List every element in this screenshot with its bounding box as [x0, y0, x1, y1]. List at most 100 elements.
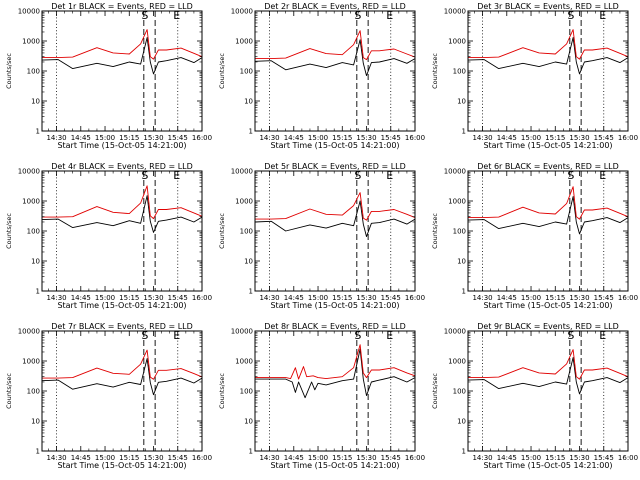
panel-title: Det 7r BLACK = Events, RED = LLD — [51, 322, 193, 331]
panel-title: Det 4r BLACK = Events, RED = LLD — [51, 162, 193, 171]
series-red-line — [468, 29, 629, 60]
panel-det-4: 1 10 100 1000 10000 14:30 14:45 15:00 15:15 15:30… — [5, 162, 212, 310]
x-tick-label: 14:30 — [472, 134, 492, 142]
x-tick-label: 14:45 — [71, 134, 91, 142]
x-tick-label: 15:45 — [168, 454, 188, 462]
y-tick-label: 1 — [462, 288, 466, 296]
panel-det-1: 1 10 100 1000 10000 14:30 14:45 15:00 15:15 15:30… — [5, 2, 212, 150]
x-tick-label: 14:30 — [46, 454, 66, 462]
y-tick-label: 1000 — [22, 198, 40, 206]
y-axis-label: Counts/sec — [5, 373, 13, 409]
marker-label-e: E — [599, 9, 606, 22]
y-tick-label: 1 — [36, 288, 40, 296]
marker-label-s: S — [354, 9, 361, 22]
x-tick-label: 16:00 — [618, 294, 638, 302]
series-black-line — [41, 37, 203, 75]
y-axis-label: Counts/sec — [431, 373, 439, 409]
x-tick-label: 15:30 — [143, 134, 163, 142]
series-black-line — [254, 39, 416, 77]
x-tick-label: 14:45 — [284, 134, 304, 142]
y-tick-label: 1000 — [448, 358, 466, 366]
x-tick-label: 15:45 — [594, 294, 614, 302]
y-tick-label: 10000 — [231, 168, 253, 176]
y-tick-label: 1000 — [22, 38, 40, 46]
marker-label-e: E — [386, 329, 393, 342]
x-tick-label: 15:00 — [95, 454, 115, 462]
marker-label-e: E — [599, 169, 606, 182]
x-axis-label: Start Time (15-Oct-05 14:21:00) — [483, 461, 612, 470]
x-tick-label: 14:45 — [497, 134, 517, 142]
x-tick-label: 16:00 — [405, 294, 425, 302]
x-tick-label: 15:30 — [356, 134, 376, 142]
x-tick-label: 15:45 — [594, 134, 614, 142]
y-tick-label: 1000 — [448, 38, 466, 46]
x-tick-label: 16:00 — [192, 454, 212, 462]
y-tick-label: 1 — [249, 448, 253, 456]
marker-label-s: S — [354, 329, 361, 342]
y-tick-label: 100 — [27, 388, 40, 396]
x-tick-label: 15:00 — [95, 294, 115, 302]
marker-label-e: E — [599, 329, 606, 342]
x-tick-label: 15:00 — [521, 134, 541, 142]
panel-det-8: 1 10 100 1000 10000 14:30 14:45 15:00 15:15 15:30… — [218, 322, 425, 470]
panel-title: Det 2r BLACK = Events, RED = LLD — [264, 2, 406, 11]
series-red-line — [42, 29, 203, 60]
x-tick-label: 14:30 — [259, 134, 279, 142]
y-tick-label: 1000 — [235, 38, 253, 46]
x-tick-label: 16:00 — [192, 294, 212, 302]
x-tick-label: 14:30 — [46, 134, 66, 142]
x-tick-label: 15:15 — [332, 134, 352, 142]
y-tick-label: 100 — [27, 228, 40, 236]
series-black-line — [41, 195, 203, 233]
y-axis-label: Counts/sec — [5, 53, 13, 89]
y-tick-label: 10000 — [444, 168, 466, 176]
x-tick-label: 15:00 — [95, 134, 115, 142]
y-tick-label: 100 — [240, 228, 253, 236]
series-red-line — [42, 185, 203, 220]
y-tick-label: 10 — [31, 418, 40, 426]
x-tick-label: 15:15 — [332, 454, 352, 462]
series-black-line — [467, 357, 629, 395]
series-black-line — [41, 358, 203, 396]
x-tick-label: 15:15 — [119, 134, 139, 142]
x-axis-label: Start Time (15-Oct-05 14:21:00) — [57, 301, 186, 310]
y-tick-label: 100 — [453, 388, 466, 396]
x-tick-label: 14:30 — [259, 294, 279, 302]
marker-label-s: S — [141, 329, 148, 342]
y-tick-label: 10000 — [18, 168, 40, 176]
x-axis-label: Start Time (15-Oct-05 14:21:00) — [483, 301, 612, 310]
y-tick-label: 10 — [457, 98, 466, 106]
series-red-line — [468, 349, 629, 380]
x-tick-label: 15:00 — [521, 294, 541, 302]
series-black-line — [255, 348, 416, 399]
marker-label-s: S — [141, 9, 148, 22]
panel-det-6: 1 10 100 1000 10000 14:30 14:45 15:00 15:15 15:30… — [431, 162, 638, 310]
x-tick-label: 15:45 — [594, 454, 614, 462]
x-tick-label: 14:45 — [71, 454, 91, 462]
series-red-line — [42, 349, 203, 380]
y-tick-label: 10 — [457, 418, 466, 426]
x-axis-label: Start Time (15-Oct-05 14:21:00) — [270, 141, 399, 150]
x-tick-label: 15:00 — [308, 294, 328, 302]
x-tick-label: 14:30 — [46, 294, 66, 302]
x-tick-label: 15:30 — [569, 134, 589, 142]
x-tick-label: 15:45 — [381, 294, 401, 302]
x-tick-label: 16:00 — [192, 134, 212, 142]
y-tick-label: 100 — [453, 228, 466, 236]
y-tick-label: 10 — [244, 258, 253, 266]
x-tick-label: 15:45 — [381, 454, 401, 462]
x-axis-label: Start Time (15-Oct-05 14:21:00) — [270, 461, 399, 470]
x-tick-label: 15:15 — [545, 454, 565, 462]
panel-det-9: 1 10 100 1000 10000 14:30 14:45 15:00 15:15 15:30… — [431, 322, 638, 470]
x-tick-label: 14:45 — [284, 294, 304, 302]
panel-det-2: 1 10 100 1000 10000 14:30 14:45 15:00 15:15 15:30… — [218, 2, 425, 150]
x-tick-label: 14:45 — [71, 294, 91, 302]
y-tick-label: 1 — [249, 288, 253, 296]
y-tick-label: 1 — [249, 128, 253, 136]
x-axis-label: Start Time (15-Oct-05 14:21:00) — [57, 141, 186, 150]
y-tick-label: 100 — [240, 68, 253, 76]
marker-label-s: S — [354, 169, 361, 182]
panel-title: Det 3r BLACK = Events, RED = LLD — [477, 2, 619, 11]
panel-title: Det 9r BLACK = Events, RED = LLD — [477, 322, 619, 331]
